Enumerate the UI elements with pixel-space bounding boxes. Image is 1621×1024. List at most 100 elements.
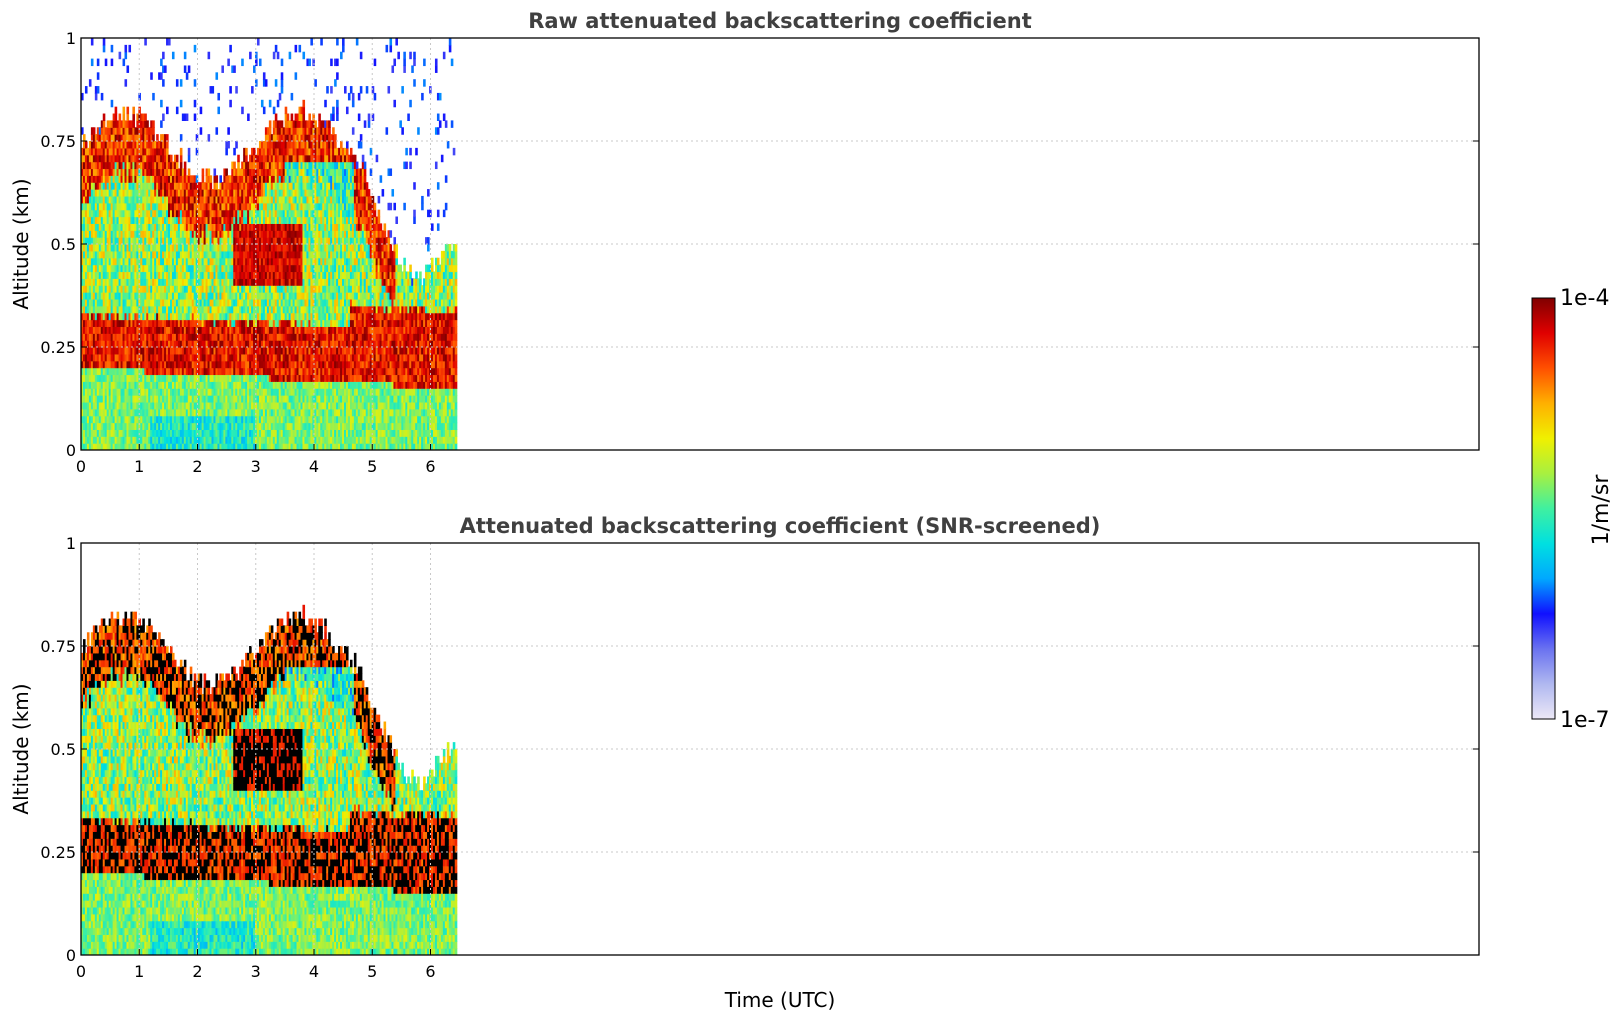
top-heatmap-column [268,99,272,450]
top-heatmap-cell [162,147,165,156]
top-heatmap-cell [114,429,118,437]
top-heatmap-cell [278,141,282,149]
top-heatmap-cell [227,237,230,245]
top-heatmap-column [177,168,181,450]
top-heatmap-cell [251,312,254,321]
top-heatmap-cell [138,113,141,121]
top-heatmap-cell [239,367,242,376]
top-heatmap-cell [158,374,161,382]
top-heatmap-cell [144,195,147,204]
top-heatmap-cell [81,429,84,437]
top-heatmap-cell [270,175,274,183]
top-heatmap-cell [219,244,222,252]
top-heatmap-cell [114,182,118,190]
top-heatmap-cell [209,298,213,307]
top-heatmap-cell [260,326,264,334]
top-heatmap-cell [128,147,132,156]
top-heatmap-cell [251,422,254,430]
top-heatmap-cell [189,285,193,293]
top-heatmap-cell [118,175,122,183]
top-heatmap-cell [235,182,238,190]
top-heatmap-cell [136,141,139,149]
top-heatmap-cell [264,154,268,163]
top-heatmap-cell [274,113,278,121]
top-heatmap-cell [201,285,205,293]
top-heatmap-cell [288,195,292,204]
top-heatmap-cell [112,120,116,128]
top-heatmap-cell [276,264,280,273]
top-heatmap-cell [81,415,84,424]
top-heatmap-cell [201,367,205,376]
top-heatmap-cell [251,319,254,327]
top-heatmap-cell [150,141,153,149]
top-heatmap-cell [130,168,134,176]
top-heatmap-cell [185,347,189,355]
top-heatmap-cell [88,264,92,273]
top-heatmap-cell [162,216,165,224]
top-heatmap-cell [160,278,163,286]
top-heatmap-cell [268,333,272,341]
top-heatmap-cell [122,443,126,450]
top-heatmap-cell [280,374,284,382]
top-heatmap-cell [114,347,118,355]
top-heatmap-cell [114,244,118,252]
top-heatmap-cell [138,244,141,252]
top-heatmap-cell [169,175,173,183]
top-heatmap-cell [189,326,193,334]
top-heatmap-cell [247,443,250,450]
top-heatmap-cell [177,353,181,362]
top-heatmap-cell [160,388,163,396]
top-heatmap-cell [221,257,224,266]
top-heatmap-cell [189,360,193,369]
top-heatmap-cell [262,79,266,87]
top-heatmap-cell [100,147,104,156]
top-heatmap-cell [229,319,232,327]
top-heatmap-cell [126,168,130,176]
top-heatmap-cell [90,271,94,279]
top-heatmap-cell [114,374,118,382]
top-heatmap-cell [229,326,232,334]
top-heatmap-cell [225,230,228,238]
top-heatmap-cell [191,353,195,362]
top-heatmap-cell [120,127,124,135]
top-heatmap-cell [195,374,199,382]
top-heatmap-cell [132,340,135,348]
top-heatmap-cell [276,244,280,252]
top-heatmap-cell [150,360,153,369]
top-heatmap-cell [128,230,132,238]
top-heatmap-cell [282,292,286,300]
top-heatmap-cell [132,141,135,149]
top-heatmap-cell [280,257,284,266]
top-heatmap-cell [88,223,92,231]
top-heatmap-cell [179,285,183,293]
top-heatmap-cell [205,182,209,190]
top-heatmap-cell [193,113,197,121]
top-heatmap-cell [156,161,159,170]
top-heatmap-cell [235,388,238,396]
top-heatmap-cell [215,353,219,362]
top-heatmap-cell [124,347,128,355]
top-heatmap-cell [241,319,244,327]
top-heatmap-cell [247,237,250,245]
top-heatmap-cell [146,340,149,348]
top-heatmap-cell [110,134,114,142]
top-heatmap-cell [215,415,219,424]
top-heatmap-cell [215,244,219,252]
top-heatmap-cell [120,168,124,176]
top-heatmap-cell [290,333,294,341]
top-heatmap-cell [134,168,137,176]
top-heatmap-cell [100,305,104,314]
top-heatmap-cell [126,237,130,245]
top-heatmap-cell [286,195,290,204]
top-heatmap-cell [134,175,137,183]
top-heatmap-cell [231,257,234,266]
top-heatmap-cell [183,264,187,273]
top-heatmap-cell [150,285,153,293]
top-heatmap-cell [290,381,294,389]
top-heatmap-cell [156,395,159,403]
top-heatmap-cell [249,216,252,224]
top-heatmap-cell [195,175,199,183]
top-heatmap-cell [96,271,100,279]
top-heatmap-cell [112,278,116,286]
top-heatmap-cell [138,381,141,389]
